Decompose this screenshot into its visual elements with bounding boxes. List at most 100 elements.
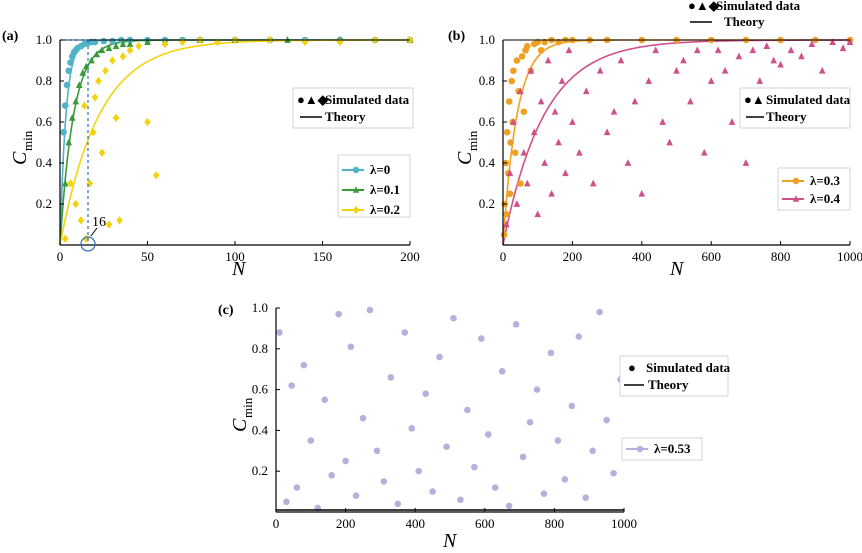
data-point [335, 310, 342, 318]
data-point [443, 443, 450, 451]
data-point [510, 118, 517, 125]
data-point [126, 46, 134, 55]
panel-c-legend-series: λ=0.53 [621, 437, 703, 461]
data-point [596, 308, 603, 316]
data-point [100, 37, 108, 45]
data-point [464, 406, 471, 414]
data-point [67, 59, 74, 66]
data-point [829, 38, 836, 45]
x-tick-label: 50 [141, 249, 154, 264]
data-point [457, 496, 464, 504]
panel-b-y-ticks: 0.2 0.4 0.6 0.8 1.0 [479, 32, 507, 211]
data-point [491, 484, 499, 491]
data-point [517, 87, 524, 95]
data-point [610, 107, 618, 115]
data-point [408, 425, 416, 432]
data-point [589, 179, 597, 187]
svg-text:C: C [454, 151, 476, 165]
y-tick-label: 1.0 [36, 32, 52, 47]
data-point [307, 437, 315, 444]
legend-marker [636, 445, 644, 453]
data-point [558, 77, 566, 84]
data-point [505, 502, 513, 510]
data-point [562, 169, 569, 177]
data-point [513, 200, 521, 207]
x-tick-label: 100 [225, 249, 245, 264]
y-tick-label: 0.8 [252, 341, 268, 356]
panel-a-legend-series: λ=0 λ=0.1 λ=0.2 [337, 154, 411, 218]
data-point [526, 418, 534, 426]
data-point [373, 447, 381, 455]
data-point [721, 66, 729, 74]
panel-c-x-title: N [442, 530, 458, 552]
legend-marker [792, 177, 800, 185]
data-point [61, 234, 69, 243]
data-point [116, 216, 123, 225]
data-point [300, 361, 308, 369]
data-point [519, 453, 527, 461]
data-point [544, 56, 552, 64]
panel-a-x-title: N [231, 258, 247, 280]
data-point [394, 500, 402, 508]
data-point [735, 52, 743, 60]
y-tick-label: 0.2 [36, 196, 52, 211]
svg-text:Theory: Theory [648, 377, 689, 392]
data-point [561, 476, 569, 483]
data-point [808, 40, 816, 47]
data-point [321, 396, 329, 404]
data-point [380, 478, 388, 485]
data-point [82, 62, 90, 70]
data-point [533, 386, 541, 393]
data-point [72, 199, 80, 209]
svg-text:min: min [20, 130, 35, 151]
data-point [666, 138, 673, 146]
data-point [547, 349, 555, 357]
svg-text:Simulated data: Simulated data [325, 92, 410, 107]
data-point [846, 38, 854, 45]
x-tick-label: 0 [500, 249, 507, 264]
panel-b-y-title: C min [454, 130, 480, 165]
legend-label: λ=0.2 [370, 202, 400, 217]
data-point [293, 484, 301, 491]
data-point [530, 128, 538, 136]
data-point [429, 488, 436, 495]
data-point [498, 367, 506, 375]
svg-text:Theory: Theory [724, 14, 765, 29]
panel-c-label: (c) [218, 303, 234, 318]
svg-text:Theory: Theory [766, 109, 807, 124]
data-point [506, 190, 514, 198]
data-point [818, 66, 826, 74]
panel-c-x-ticks: 0 200 400 600 800 1000 [273, 508, 637, 531]
panel-b-x-title: N [669, 258, 685, 280]
data-point [60, 128, 67, 136]
data-point [576, 148, 583, 156]
x-tick-label: 600 [701, 249, 721, 264]
data-point [787, 46, 795, 54]
data-point [638, 189, 646, 197]
data-point [700, 148, 708, 156]
x-tick-label: 600 [475, 516, 495, 531]
data-point [554, 437, 562, 444]
data-point [617, 56, 625, 64]
data-point [95, 76, 102, 86]
data-point [415, 467, 422, 475]
x-tick-label: 0 [273, 516, 280, 531]
data-point [288, 382, 295, 389]
x-tick-label: 200 [563, 249, 583, 264]
y-tick-label: 1.0 [252, 300, 268, 315]
data-point [596, 66, 604, 74]
data-point [610, 469, 617, 477]
data-point [77, 216, 85, 225]
panel-c-legend-top: ● Simulated data Theory [619, 355, 731, 397]
panel-b-x-ticks: 0 200 400 600 800 1000 [500, 241, 862, 264]
x-tick-label: 150 [313, 249, 333, 264]
data-point [214, 37, 221, 47]
legend-label: λ=0.4 [810, 191, 841, 206]
data-point [756, 77, 764, 84]
panel-a-points [60, 35, 414, 243]
data-point [631, 97, 639, 105]
x-tick-label: 200 [336, 516, 356, 531]
data-point [517, 180, 524, 187]
data-point [506, 169, 514, 177]
legend-label: λ=0.3 [810, 173, 841, 188]
